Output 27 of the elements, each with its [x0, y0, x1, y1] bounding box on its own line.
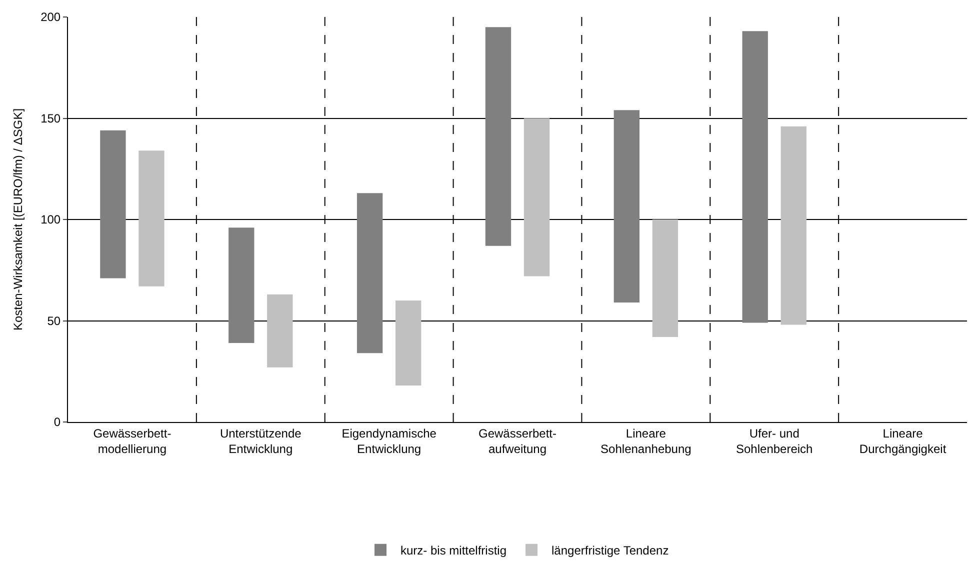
bar	[356, 193, 383, 354]
legend-label: kurz- bis mittelfristig	[400, 544, 507, 558]
y-tick-label: 50	[47, 314, 61, 328]
x-tick-label: Gewässerbett- modellierung	[93, 426, 172, 456]
bar	[267, 294, 293, 368]
bar	[742, 31, 768, 323]
x-tick-label: Unterstützende Entwicklung	[220, 426, 302, 456]
y-tick-label: 200	[40, 10, 61, 24]
bar	[395, 300, 422, 386]
bar	[138, 150, 164, 286]
bar	[228, 228, 254, 344]
x-tick-label: Gewässerbett- aufweitung	[478, 426, 557, 456]
x-tick-label: Ufer- und Sohlenbereich	[736, 426, 813, 456]
y-axis-title: Kosten-Wirksamkeit [(EURO/lfm) / ΔSGK]	[10, 108, 25, 331]
bar	[485, 27, 512, 246]
bar	[100, 130, 126, 278]
bar	[780, 126, 806, 325]
x-tick-label: Lineare Sohlenanhebung	[600, 426, 692, 456]
legend-label: längerfristige Tendenz	[552, 544, 669, 558]
bar	[614, 110, 640, 303]
bar	[524, 118, 550, 276]
x-tick-label: Eigendynamische Entwicklung	[342, 426, 437, 456]
y-tick-label: 0	[54, 415, 61, 430]
y-tick-label: 150	[40, 111, 61, 126]
y-tick-label: 100	[40, 212, 61, 227]
bar	[652, 220, 678, 337]
x-tick-label: Lineare Durchgängigkeit	[859, 426, 947, 456]
